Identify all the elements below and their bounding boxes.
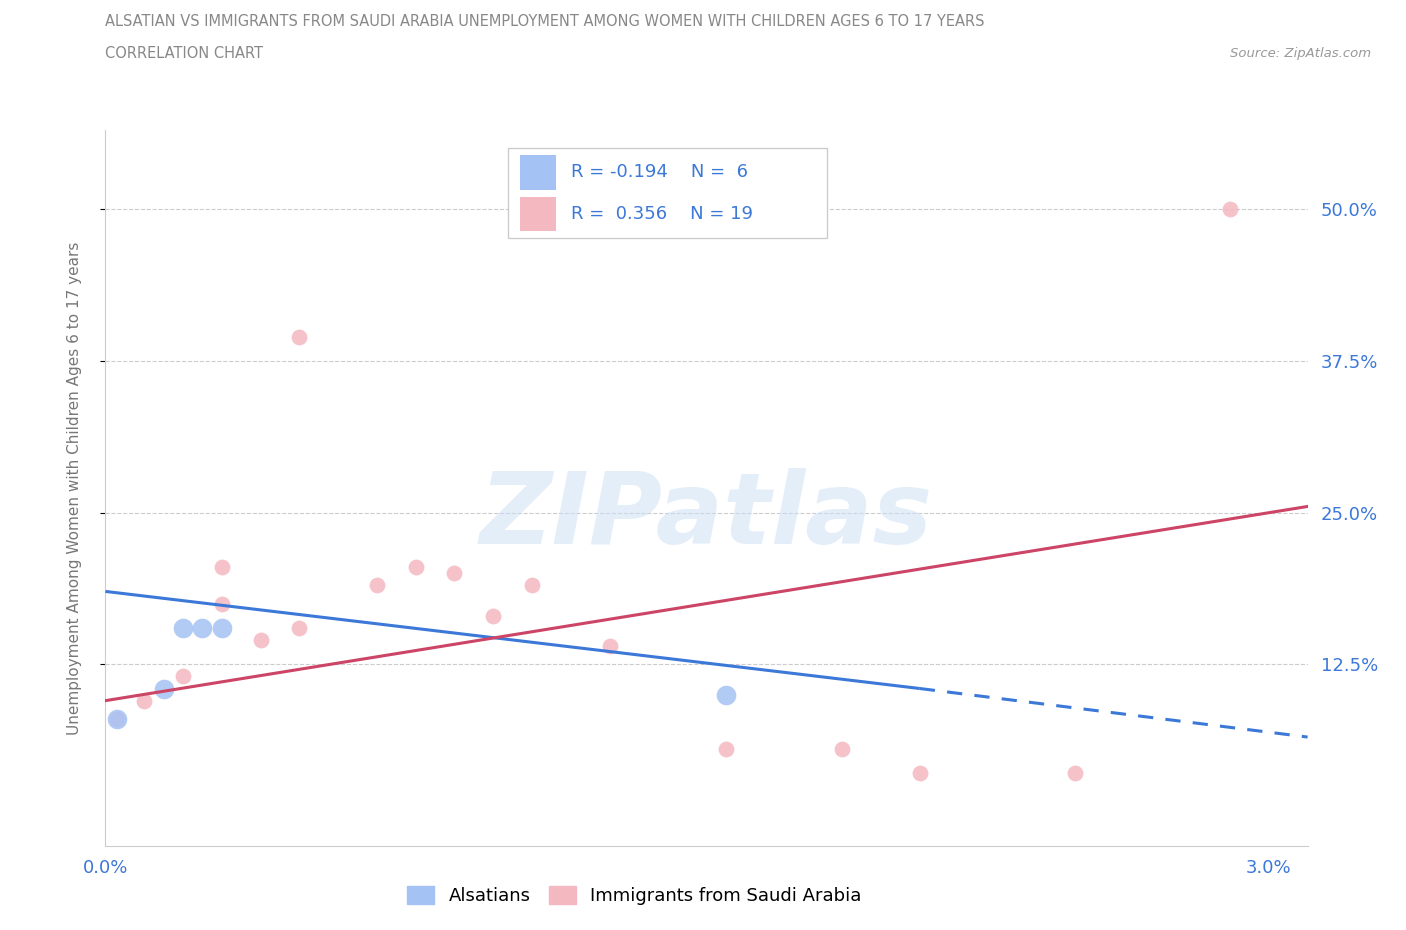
- Point: [288, 620, 311, 635]
- Point: [1064, 766, 1087, 781]
- Point: [520, 578, 543, 592]
- Point: [105, 711, 128, 726]
- Point: [288, 329, 311, 344]
- Point: [249, 632, 271, 647]
- Point: [831, 742, 853, 757]
- Point: [211, 596, 233, 611]
- Y-axis label: Unemployment Among Women with Children Ages 6 to 17 years: Unemployment Among Women with Children A…: [67, 242, 82, 735]
- Point: [211, 560, 233, 575]
- Point: [443, 565, 465, 580]
- Point: [172, 620, 194, 635]
- Point: [105, 711, 128, 726]
- Point: [191, 620, 214, 635]
- Point: [482, 608, 505, 623]
- Point: [211, 620, 233, 635]
- Text: Source: ZipAtlas.com: Source: ZipAtlas.com: [1230, 46, 1371, 60]
- Point: [908, 766, 931, 781]
- Legend: Alsatians, Immigrants from Saudi Arabia: Alsatians, Immigrants from Saudi Arabia: [399, 879, 869, 912]
- Point: [152, 681, 174, 696]
- Text: CORRELATION CHART: CORRELATION CHART: [105, 46, 263, 61]
- Point: [714, 742, 737, 757]
- Text: R =  0.356    N = 19: R = 0.356 N = 19: [571, 205, 752, 223]
- FancyBboxPatch shape: [520, 197, 557, 232]
- Text: ALSATIAN VS IMMIGRANTS FROM SAUDI ARABIA UNEMPLOYMENT AMONG WOMEN WITH CHILDREN : ALSATIAN VS IMMIGRANTS FROM SAUDI ARABIA…: [105, 14, 986, 29]
- Point: [1219, 202, 1241, 217]
- Text: R = -0.194    N =  6: R = -0.194 N = 6: [571, 164, 748, 181]
- FancyBboxPatch shape: [508, 148, 827, 238]
- Text: ZIPatlas: ZIPatlas: [479, 469, 934, 565]
- Point: [714, 687, 737, 702]
- Point: [405, 560, 427, 575]
- Point: [172, 669, 194, 684]
- Point: [134, 693, 156, 708]
- Point: [599, 639, 621, 654]
- FancyBboxPatch shape: [520, 155, 557, 190]
- Point: [366, 578, 388, 592]
